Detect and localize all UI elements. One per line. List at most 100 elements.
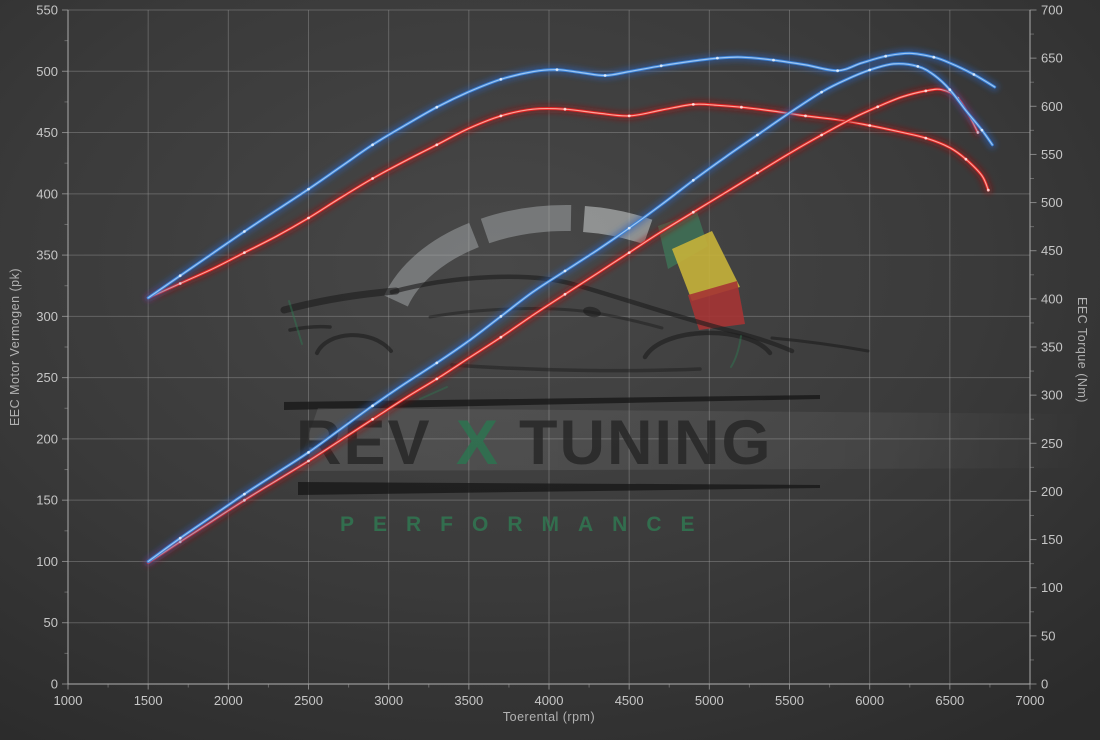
data-point-marker [627, 114, 631, 118]
data-point-marker [924, 136, 928, 140]
curve-core-power-stock-red [147, 88, 979, 564]
y-left-tick-label: 300 [36, 309, 58, 324]
x-tick-label: 2000 [214, 693, 243, 708]
data-point-marker [756, 133, 759, 137]
y-right-tick-label: 0 [1041, 677, 1048, 692]
axis-tick-labels: 1000 1500 2000 2500 3000 3500 4000 4500 5000 5500… [36, 3, 1062, 709]
data-point-marker [820, 133, 823, 137]
data-point-marker [307, 216, 310, 220]
data-point-marker [307, 187, 310, 191]
logo-band [296, 408, 1086, 471]
y-right-tick-label: 200 [1041, 484, 1063, 499]
curve-power-tuned-blue [143, 59, 997, 566]
data-point-marker [435, 105, 439, 109]
brand-text-tuning: TUNING [519, 408, 772, 478]
y-right-tick-label: 350 [1041, 340, 1063, 355]
data-point-marker [435, 143, 439, 147]
x-tick-label: 6500 [935, 693, 964, 708]
y-left-tick-label: 0 [51, 677, 58, 692]
data-point-marker [499, 114, 503, 118]
data-point-marker [243, 251, 246, 255]
data-point-marker [659, 64, 663, 68]
y-left-tick-label: 50 [44, 615, 58, 630]
x-tick-label: 7000 [1016, 693, 1045, 708]
x-tick-label: 1000 [54, 693, 83, 708]
gauge-red-segment [688, 281, 745, 330]
y-left-tick-label: 150 [36, 493, 58, 508]
curve-torque-stock-red [143, 99, 993, 303]
data-point-marker [627, 226, 631, 230]
x-tick-label: 4500 [615, 693, 644, 708]
x-tick-label: 4000 [535, 693, 564, 708]
y-axis-left-title: EEC Motor Vermogen (pk) [8, 268, 22, 426]
axis-ticks [62, 9, 1037, 690]
x-tick-label: 2500 [294, 693, 323, 708]
data-point-marker [820, 90, 823, 94]
x-tick-label: 1500 [134, 693, 163, 708]
y-right-tick-label: 300 [1041, 388, 1063, 403]
dyno-curves [143, 49, 999, 567]
x-tick-label: 3000 [374, 693, 403, 708]
y-left-tick-label: 350 [36, 248, 58, 263]
data-point-marker [243, 492, 246, 496]
data-point-marker [178, 274, 182, 278]
data-point-marker [691, 178, 695, 182]
data-point-marker [307, 459, 310, 463]
y-right-tick-label: 550 [1041, 147, 1063, 162]
y-right-tick-label: 150 [1041, 532, 1063, 547]
data-point-marker [435, 377, 439, 381]
y-left-tick-label: 100 [36, 554, 58, 569]
data-point-marker [876, 105, 880, 109]
data-point-marker [716, 56, 719, 60]
data-point-marker [980, 128, 984, 132]
data-point-marker [499, 77, 503, 81]
data-point-marker [836, 69, 839, 73]
y-right-tick-label: 50 [1041, 628, 1055, 643]
data-point-marker [916, 65, 920, 68]
data-point-marker [499, 315, 503, 318]
data-point-marker [986, 188, 990, 192]
data-point-marker [307, 451, 310, 454]
y-left-tick-label: 200 [36, 431, 58, 446]
y-right-tick-label: 700 [1041, 3, 1063, 18]
logo-swoosh-bottom [298, 482, 820, 495]
data-point-marker [563, 292, 567, 296]
y-axis-right-title: EEC Torque (Nm) [1075, 297, 1089, 403]
y-left-tick-label: 500 [36, 64, 58, 79]
data-point-marker [804, 114, 807, 118]
y-right-tick-label: 600 [1041, 99, 1063, 114]
data-point-marker [371, 143, 374, 147]
data-point-marker [924, 89, 928, 93]
y-left-tick-label: 450 [36, 125, 58, 140]
data-point-marker [371, 177, 374, 180]
data-point-marker [555, 68, 559, 72]
curve-core-torque-stock-red [147, 103, 989, 299]
data-point-marker [243, 230, 246, 233]
axis-lines [67, 10, 1031, 685]
data-point-marker [932, 55, 936, 59]
y-right-tick-label: 400 [1041, 291, 1063, 306]
data-point-marker [868, 68, 872, 72]
data-point-marker [884, 54, 888, 58]
data-point-marker [178, 536, 182, 540]
car-silhouette-icon [280, 274, 870, 400]
data-point-marker [603, 74, 607, 77]
speedometer-gauge-icon [384, 204, 745, 330]
y-right-tick-label: 100 [1041, 580, 1063, 595]
data-point-marker [499, 335, 503, 339]
data-point-marker [868, 124, 872, 127]
y-right-tick-label: 500 [1041, 195, 1063, 210]
data-point-marker [563, 269, 567, 273]
gridlines [67, 9, 1031, 685]
y-left-tick-label: 550 [36, 3, 58, 18]
data-point-marker [691, 210, 695, 214]
data-point-marker [964, 157, 968, 161]
y-left-tick-label: 250 [36, 370, 58, 385]
data-point-marker [948, 88, 952, 92]
data-point-marker [972, 73, 976, 76]
data-point-marker [435, 361, 439, 365]
brand-subtitle-performance: PERFORMANCE [340, 513, 714, 536]
x-tick-label: 5500 [775, 693, 804, 708]
x-tick-label: 3500 [454, 693, 483, 708]
